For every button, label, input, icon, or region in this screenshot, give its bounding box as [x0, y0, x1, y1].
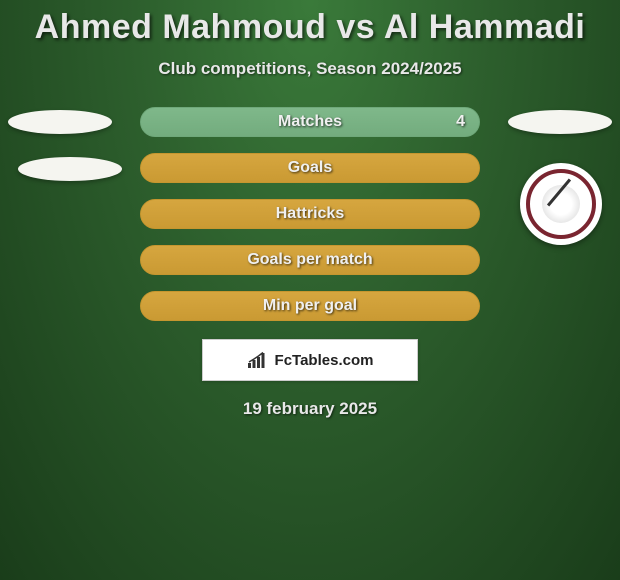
row-mpg: Min per goal	[0, 291, 620, 321]
branding-box: FcTables.com	[202, 339, 418, 381]
comparison-card: Ahmed Mahmoud vs Al Hammadi Club competi…	[0, 0, 620, 419]
stat-label: Min per goal	[263, 297, 357, 315]
page-title: Ahmed Mahmoud vs Al Hammadi	[0, 8, 620, 47]
player-right-marker	[508, 110, 612, 134]
stat-rows: Matches 4 Goals Hattricks Goa	[0, 107, 620, 321]
stat-label: Matches	[278, 113, 342, 131]
date-label: 19 february 2025	[0, 399, 620, 419]
pill-goals: Goals	[140, 153, 480, 183]
pill-matches: Matches 4	[140, 107, 480, 137]
row-gpm: Goals per match	[0, 245, 620, 275]
stat-label: Goals	[288, 159, 332, 177]
pill-min-per-goal: Min per goal	[140, 291, 480, 321]
stat-label: Hattricks	[276, 205, 344, 223]
pill-hattricks: Hattricks	[140, 199, 480, 229]
row-matches: Matches 4	[0, 107, 620, 137]
player-left-marker	[8, 110, 112, 134]
stat-label: Goals per match	[247, 251, 372, 269]
row-hattricks: Hattricks	[0, 199, 620, 229]
chart-icon	[247, 351, 269, 369]
branding-text: FcTables.com	[275, 352, 374, 369]
pill-goals-per-match: Goals per match	[140, 245, 480, 275]
stat-value-right: 4	[456, 113, 465, 131]
row-goals: Goals	[0, 153, 620, 183]
subtitle: Club competitions, Season 2024/2025	[0, 59, 620, 79]
